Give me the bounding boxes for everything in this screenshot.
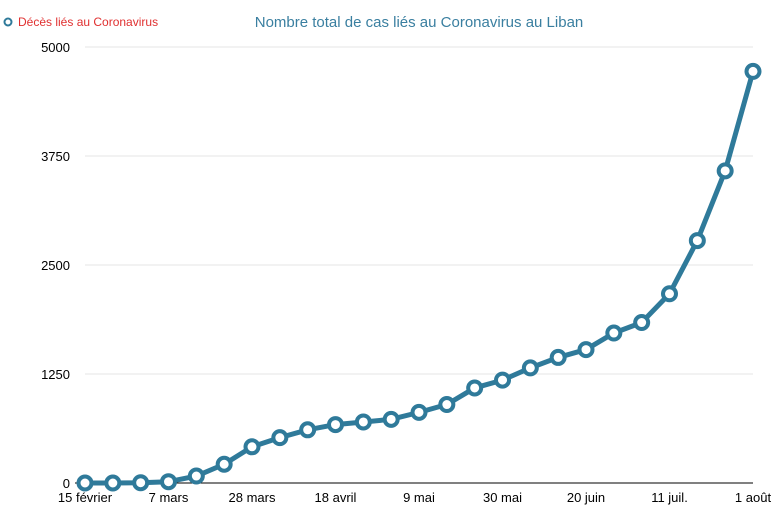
x-tick-label: 20 juin bbox=[567, 490, 605, 505]
x-tick-label: 28 mars bbox=[229, 490, 276, 505]
y-tick-label: 2500 bbox=[41, 258, 70, 273]
y-tick-label: 5000 bbox=[41, 40, 70, 55]
chart-title: Nombre total de cas liés au Coronavirus … bbox=[255, 14, 584, 31]
x-tick-label: 7 mars bbox=[149, 490, 189, 505]
data-point[interactable] bbox=[271, 429, 289, 447]
data-point[interactable] bbox=[104, 474, 122, 492]
data-point[interactable] bbox=[299, 421, 317, 439]
data-point[interactable] bbox=[354, 413, 372, 431]
data-point[interactable] bbox=[549, 348, 567, 366]
data-point[interactable] bbox=[521, 359, 539, 377]
series-layer bbox=[76, 62, 762, 492]
x-tick-label: 11 juil. bbox=[651, 490, 688, 505]
x-tick-label: 30 mai bbox=[483, 490, 522, 505]
x-tick-label: 18 avril bbox=[315, 490, 357, 505]
data-point[interactable] bbox=[577, 341, 595, 359]
x-tick-label: 9 mai bbox=[403, 490, 435, 505]
data-point[interactable] bbox=[410, 403, 428, 421]
data-point[interactable] bbox=[160, 473, 177, 491]
data-point[interactable] bbox=[327, 416, 344, 434]
data-point[interactable] bbox=[633, 314, 651, 332]
y-axis-ticks: 0 1250 2500 3750 5000 bbox=[41, 40, 70, 491]
x-tick-label: 15 février bbox=[58, 490, 113, 505]
data-point[interactable] bbox=[661, 285, 678, 303]
data-point[interactable] bbox=[132, 474, 150, 492]
x-tick-label: 1 août bbox=[735, 490, 772, 505]
series-line bbox=[82, 68, 756, 486]
data-point[interactable] bbox=[187, 467, 205, 485]
data-point[interactable] bbox=[688, 232, 706, 250]
data-point[interactable] bbox=[494, 371, 511, 389]
y-tick-label: 0 bbox=[63, 476, 70, 491]
data-point[interactable] bbox=[466, 379, 484, 397]
data-point[interactable] bbox=[382, 410, 400, 428]
data-point[interactable] bbox=[76, 474, 94, 492]
data-point[interactable] bbox=[215, 455, 233, 473]
y-tick-label: 3750 bbox=[41, 149, 70, 164]
data-point[interactable] bbox=[716, 162, 734, 180]
legend-marker bbox=[3, 17, 13, 27]
data-point[interactable] bbox=[744, 62, 762, 80]
legend[interactable]: Décès liés au Coronavirus bbox=[3, 15, 159, 29]
data-point[interactable] bbox=[243, 438, 261, 456]
grid-lines bbox=[85, 46, 753, 375]
legend-label: Décès liés au Coronavirus bbox=[18, 15, 158, 29]
data-point[interactable] bbox=[438, 396, 456, 414]
data-point[interactable] bbox=[605, 324, 623, 342]
y-tick-label: 1250 bbox=[41, 367, 70, 382]
x-axis-ticks: 15 février 7 mars 28 mars 18 avril 9 mai 30 m… bbox=[58, 490, 772, 505]
